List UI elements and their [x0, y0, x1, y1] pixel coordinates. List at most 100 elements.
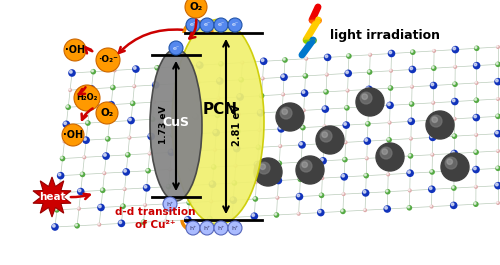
Circle shape: [78, 189, 81, 192]
Circle shape: [496, 79, 498, 82]
Circle shape: [365, 156, 369, 160]
Circle shape: [252, 196, 258, 202]
Circle shape: [57, 172, 64, 179]
Circle shape: [236, 130, 238, 131]
Circle shape: [156, 66, 158, 68]
Circle shape: [172, 116, 176, 120]
Circle shape: [216, 96, 220, 100]
Circle shape: [118, 220, 125, 227]
Circle shape: [410, 49, 416, 55]
Circle shape: [431, 101, 435, 105]
Circle shape: [188, 183, 192, 187]
Circle shape: [150, 116, 156, 122]
Circle shape: [432, 101, 434, 103]
Circle shape: [322, 105, 329, 113]
Circle shape: [432, 66, 434, 68]
Circle shape: [453, 65, 457, 69]
Circle shape: [430, 205, 434, 209]
Circle shape: [356, 88, 384, 116]
Circle shape: [276, 196, 278, 198]
Circle shape: [322, 132, 328, 138]
Circle shape: [259, 93, 264, 99]
Circle shape: [68, 88, 72, 92]
Circle shape: [85, 120, 90, 126]
Circle shape: [133, 85, 134, 86]
Circle shape: [363, 208, 367, 212]
Circle shape: [302, 108, 306, 112]
Circle shape: [74, 85, 100, 111]
Circle shape: [261, 59, 264, 61]
Text: 1.73 eV: 1.73 eV: [158, 106, 168, 144]
Circle shape: [66, 105, 68, 107]
Circle shape: [406, 205, 412, 211]
Circle shape: [131, 101, 133, 104]
Circle shape: [496, 97, 500, 101]
Circle shape: [474, 115, 476, 118]
Circle shape: [474, 133, 478, 137]
Circle shape: [177, 65, 178, 67]
Circle shape: [325, 73, 329, 77]
Circle shape: [218, 79, 220, 81]
Circle shape: [321, 141, 326, 147]
Circle shape: [282, 75, 284, 77]
Circle shape: [276, 161, 282, 166]
Circle shape: [342, 192, 345, 196]
Circle shape: [408, 188, 412, 192]
Polygon shape: [300, 40, 315, 55]
Circle shape: [496, 131, 498, 134]
Circle shape: [192, 149, 194, 151]
Circle shape: [207, 216, 213, 221]
Circle shape: [231, 216, 232, 218]
Circle shape: [252, 214, 254, 217]
Circle shape: [148, 132, 155, 140]
Circle shape: [250, 213, 258, 220]
Circle shape: [102, 152, 110, 160]
Circle shape: [68, 69, 76, 77]
Circle shape: [228, 18, 242, 32]
Circle shape: [258, 111, 261, 113]
Circle shape: [474, 151, 476, 152]
Circle shape: [197, 81, 198, 82]
Circle shape: [388, 50, 396, 57]
Circle shape: [408, 206, 410, 208]
Circle shape: [98, 223, 100, 225]
Text: O₂: O₂: [100, 108, 114, 118]
Circle shape: [431, 118, 433, 120]
Circle shape: [120, 204, 126, 209]
Circle shape: [366, 87, 370, 90]
Circle shape: [451, 98, 458, 105]
Circle shape: [214, 130, 216, 133]
Circle shape: [232, 180, 237, 186]
Circle shape: [126, 153, 128, 155]
Circle shape: [496, 114, 498, 117]
Circle shape: [388, 138, 390, 140]
Circle shape: [342, 174, 344, 177]
Circle shape: [88, 85, 96, 93]
Circle shape: [366, 86, 373, 93]
Circle shape: [430, 117, 436, 123]
Circle shape: [200, 221, 214, 235]
Circle shape: [128, 136, 130, 138]
Circle shape: [196, 80, 200, 84]
Circle shape: [52, 224, 55, 227]
Circle shape: [386, 173, 390, 176]
Circle shape: [148, 134, 152, 137]
Circle shape: [322, 124, 326, 128]
Circle shape: [282, 57, 288, 63]
Circle shape: [388, 85, 394, 91]
Circle shape: [186, 18, 200, 32]
Circle shape: [362, 189, 370, 197]
Circle shape: [90, 69, 96, 74]
Circle shape: [409, 101, 414, 107]
Circle shape: [300, 160, 312, 172]
Circle shape: [58, 173, 61, 176]
Circle shape: [453, 170, 454, 171]
Circle shape: [163, 197, 177, 211]
Circle shape: [496, 201, 500, 205]
Circle shape: [167, 185, 168, 187]
Circle shape: [55, 208, 57, 210]
Circle shape: [475, 134, 476, 135]
Circle shape: [365, 121, 370, 127]
Circle shape: [380, 147, 392, 159]
Circle shape: [132, 84, 136, 88]
